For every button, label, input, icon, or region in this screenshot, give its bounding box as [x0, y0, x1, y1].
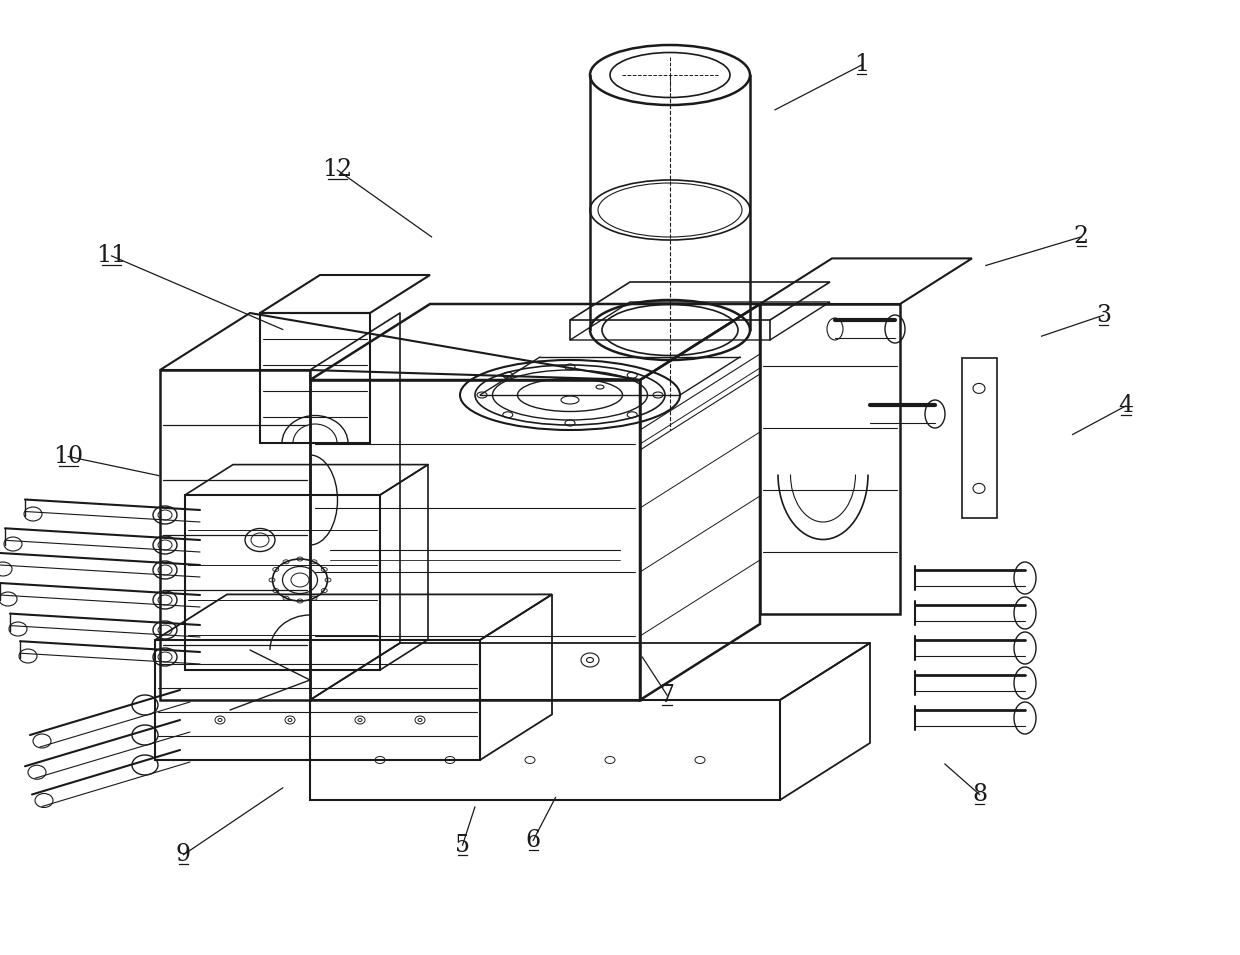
Text: 3: 3: [1096, 304, 1111, 327]
Text: 6: 6: [526, 829, 541, 852]
Text: 12: 12: [322, 159, 352, 181]
Text: 8: 8: [972, 783, 987, 806]
Text: 10: 10: [53, 445, 83, 468]
Text: 9: 9: [176, 843, 191, 866]
Text: 2: 2: [1074, 225, 1089, 248]
Text: 7: 7: [660, 684, 675, 707]
Text: 1: 1: [854, 53, 869, 76]
Text: 5: 5: [455, 834, 470, 857]
Text: 4: 4: [1118, 394, 1133, 417]
Text: 11: 11: [97, 244, 126, 267]
